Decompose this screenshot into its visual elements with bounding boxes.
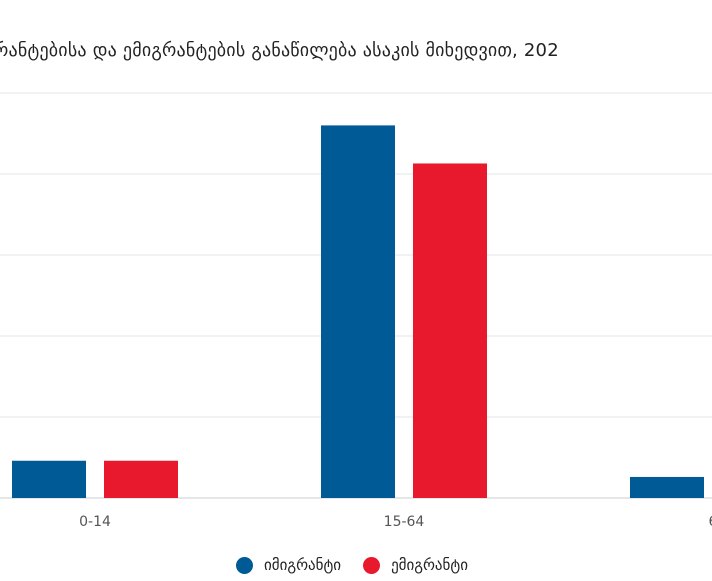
bar-15-64-series-1[interactable]	[413, 163, 487, 498]
chart-legend: იმიგრანტი ემიგრანტი	[236, 556, 490, 574]
chart-title: რანტებისა და ემიგრანტების განაწილება ასა…	[0, 40, 559, 61]
legend-item-emigrants[interactable]: ემიგრანტი	[363, 556, 468, 574]
bar-0-14-series-1[interactable]	[104, 460, 178, 498]
bar-15-64-series-0[interactable]	[321, 125, 395, 499]
legend-label-emigrants: ემიგრანტი	[391, 556, 468, 574]
legend-label-immigrants: იმიგრანტი	[264, 556, 342, 574]
legend-marker-immigrants	[236, 556, 253, 574]
legend-item-immigrants[interactable]: იმიგრანტი	[236, 556, 341, 574]
x-tick-label: 6	[709, 514, 712, 530]
bar-6-series-0[interactable]	[630, 476, 704, 498]
x-tick-label: 15-64	[384, 514, 425, 530]
legend-marker-emigrants	[363, 556, 381, 574]
bar-0-14-series-0[interactable]	[12, 460, 86, 498]
x-tick-label: 0-14	[79, 514, 111, 530]
